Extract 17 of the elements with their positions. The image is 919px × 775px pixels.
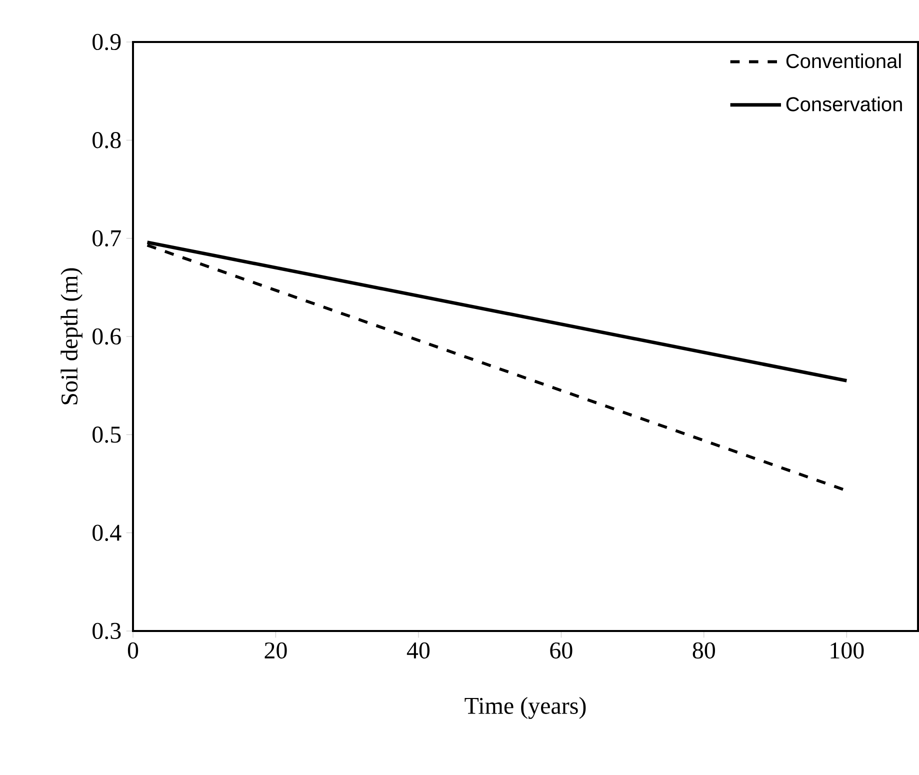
legend-label: Conventional	[786, 53, 901, 68]
y-tick-label: 0.4	[92, 524, 122, 541]
y-tick-label: 0.7	[92, 230, 121, 246]
x-axis-title: Time (years)	[464, 697, 586, 719]
x-tick-label: 40	[406, 642, 430, 659]
y-tick-label: 0.3	[92, 622, 121, 640]
x-tick-label: 20	[264, 642, 287, 659]
x-tick-label: 100	[830, 642, 864, 659]
y-tick-label: 0.5	[92, 426, 121, 443]
y-tick-label: 0.8	[92, 132, 121, 148]
x-tick-label: 0	[128, 642, 138, 659]
y-tick-label: 0.6	[92, 328, 121, 345]
x-tick-label: 80	[692, 642, 715, 659]
y-tick-label: 0.9	[92, 34, 121, 50]
y-axis-title: Soil depth (m)	[60, 268, 82, 404]
legend-label: Conservation	[786, 96, 902, 112]
x-tick-label: 60	[550, 642, 572, 659]
